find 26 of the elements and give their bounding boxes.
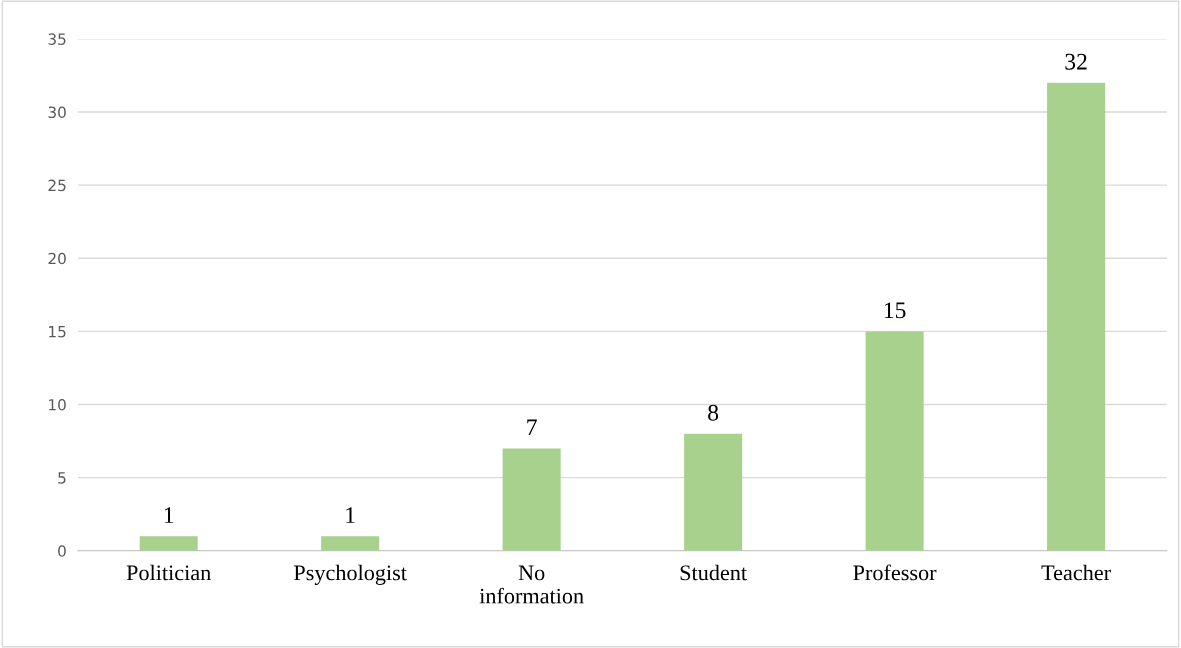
data-label: 15 [884, 302, 906, 319]
bar [684, 433, 743, 551]
x-tick-label: Teacher [1041, 564, 1111, 581]
data-label: 7 [527, 419, 537, 436]
data-label: 1 [164, 507, 174, 523]
x-tick-label: Politician [126, 564, 211, 581]
y-tick-label: 10 [49, 399, 66, 411]
y-tick-label: 25 [48, 179, 66, 192]
x-tick-label: No information [479, 565, 584, 604]
bar [865, 331, 924, 551]
y-tick-label: 5 [58, 472, 66, 484]
y-tick-label: 35 [48, 33, 66, 45]
bar [321, 536, 380, 551]
y-tick-label: 30 [48, 106, 66, 119]
bar [139, 536, 198, 551]
bar [1047, 82, 1106, 551]
data-label: 32 [1065, 53, 1087, 70]
data-label: 1 [346, 507, 355, 523]
x-tick-label: Student [680, 564, 747, 581]
x-tick-label: Professor [853, 564, 937, 581]
x-tick-label: Psychologist [294, 564, 407, 585]
data-label: 8 [708, 404, 719, 421]
bar [502, 448, 561, 551]
y-tick-label: 15 [49, 326, 66, 338]
y-tick-label: 0 [58, 545, 66, 557]
y-tick-label: 20 [48, 252, 66, 265]
